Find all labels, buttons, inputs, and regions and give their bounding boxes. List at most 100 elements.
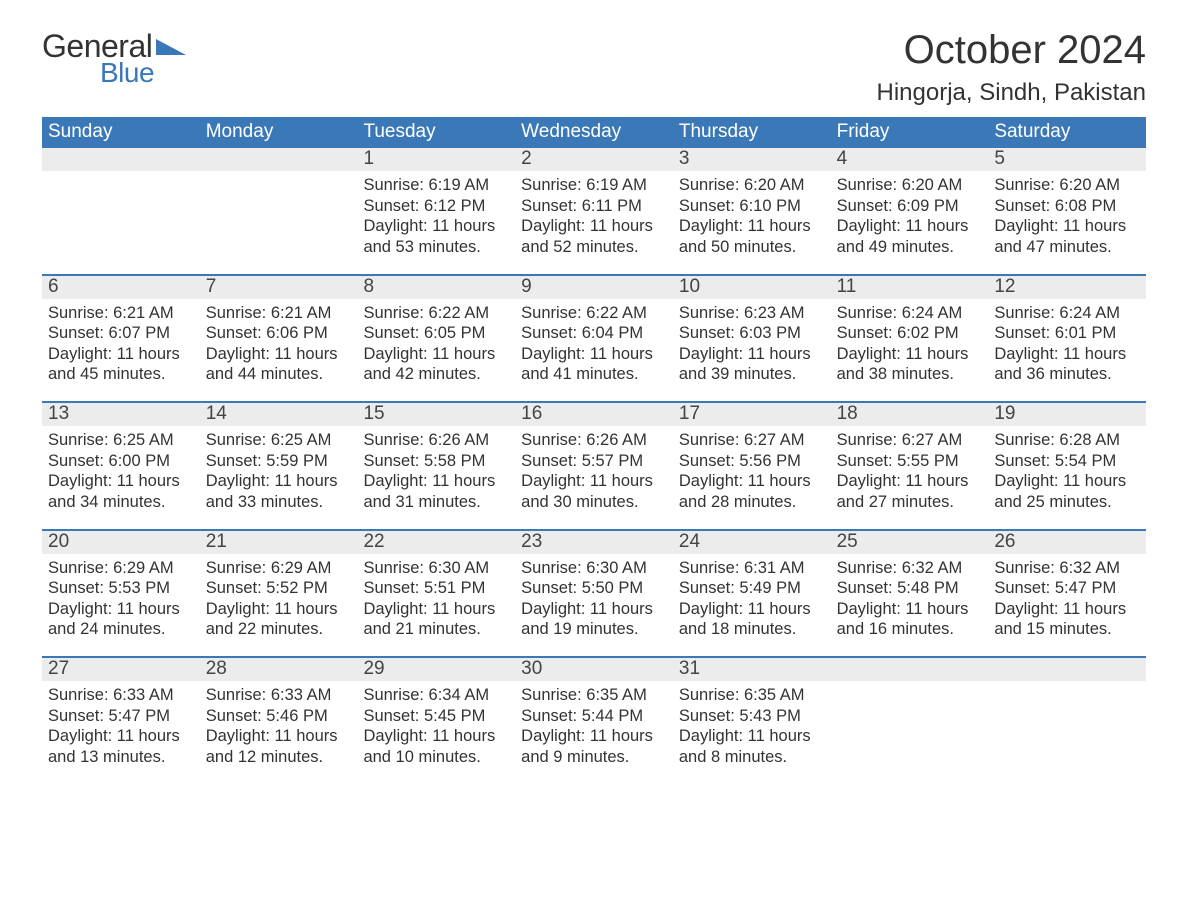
day-number: 4	[831, 148, 989, 171]
day-cell: Sunrise: 6:20 AMSunset: 6:09 PMDaylight:…	[831, 171, 989, 274]
day-cell: Sunrise: 6:25 AMSunset: 5:59 PMDaylight:…	[200, 426, 358, 529]
day-number-row: 13141516171819	[42, 401, 1146, 426]
daylight-text: Daylight: 11 hours and 31 minutes.	[363, 471, 509, 512]
sunset-text: Sunset: 6:01 PM	[994, 323, 1140, 344]
daylight-text: Daylight: 11 hours and 33 minutes.	[206, 471, 352, 512]
sunrise-text: Sunrise: 6:21 AM	[206, 303, 352, 324]
sunset-text: Sunset: 5:48 PM	[837, 578, 983, 599]
sunrise-text: Sunrise: 6:30 AM	[363, 558, 509, 579]
daylight-text: Daylight: 11 hours and 30 minutes.	[521, 471, 667, 512]
sunset-text: Sunset: 6:12 PM	[363, 196, 509, 217]
day-cell: Sunrise: 6:31 AMSunset: 5:49 PMDaylight:…	[673, 554, 831, 657]
sunset-text: Sunset: 5:57 PM	[521, 451, 667, 472]
sunset-text: Sunset: 5:47 PM	[48, 706, 194, 727]
daylight-text: Daylight: 11 hours and 28 minutes.	[679, 471, 825, 512]
sunrise-text: Sunrise: 6:21 AM	[48, 303, 194, 324]
day-cell: Sunrise: 6:26 AMSunset: 5:58 PMDaylight:…	[357, 426, 515, 529]
sunset-text: Sunset: 5:56 PM	[679, 451, 825, 472]
day-number-row: 12345	[42, 148, 1146, 171]
daylight-text: Daylight: 11 hours and 22 minutes.	[206, 599, 352, 640]
day-number-row: 20212223242526	[42, 529, 1146, 554]
sunset-text: Sunset: 6:09 PM	[837, 196, 983, 217]
day-number	[831, 658, 989, 681]
daylight-text: Daylight: 11 hours and 18 minutes.	[679, 599, 825, 640]
weekday-header: Friday	[831, 117, 989, 148]
day-cell: Sunrise: 6:20 AMSunset: 6:08 PMDaylight:…	[988, 171, 1146, 274]
sunrise-text: Sunrise: 6:25 AM	[206, 430, 352, 451]
sunset-text: Sunset: 6:02 PM	[837, 323, 983, 344]
day-cell: Sunrise: 6:23 AMSunset: 6:03 PMDaylight:…	[673, 299, 831, 402]
sunrise-text: Sunrise: 6:27 AM	[679, 430, 825, 451]
sunset-text: Sunset: 6:03 PM	[679, 323, 825, 344]
sunset-text: Sunset: 5:52 PM	[206, 578, 352, 599]
day-number: 30	[515, 658, 673, 681]
day-number: 19	[988, 403, 1146, 426]
day-number: 16	[515, 403, 673, 426]
day-cell: Sunrise: 6:27 AMSunset: 5:55 PMDaylight:…	[831, 426, 989, 529]
day-cell: Sunrise: 6:30 AMSunset: 5:50 PMDaylight:…	[515, 554, 673, 657]
day-number: 28	[200, 658, 358, 681]
day-cell: Sunrise: 6:33 AMSunset: 5:47 PMDaylight:…	[42, 681, 200, 784]
title-block: October 2024 Hingorja, Sindh, Pakistan	[877, 28, 1146, 107]
day-cell: Sunrise: 6:32 AMSunset: 5:48 PMDaylight:…	[831, 554, 989, 657]
day-cell	[988, 681, 1146, 784]
day-number: 10	[673, 276, 831, 299]
sunset-text: Sunset: 6:06 PM	[206, 323, 352, 344]
day-cell: Sunrise: 6:21 AMSunset: 6:06 PMDaylight:…	[200, 299, 358, 402]
daylight-text: Daylight: 11 hours and 9 minutes.	[521, 726, 667, 767]
daylight-text: Daylight: 11 hours and 52 minutes.	[521, 216, 667, 257]
sunrise-text: Sunrise: 6:22 AM	[521, 303, 667, 324]
day-cell: Sunrise: 6:33 AMSunset: 5:46 PMDaylight:…	[200, 681, 358, 784]
daylight-text: Daylight: 11 hours and 39 minutes.	[679, 344, 825, 385]
brand-triangle-icon	[156, 37, 186, 62]
day-number: 31	[673, 658, 831, 681]
daylight-text: Daylight: 11 hours and 19 minutes.	[521, 599, 667, 640]
header: General Blue October 2024 Hingorja, Sind…	[42, 28, 1146, 107]
sunrise-text: Sunrise: 6:24 AM	[837, 303, 983, 324]
sunset-text: Sunset: 6:04 PM	[521, 323, 667, 344]
daylight-text: Daylight: 11 hours and 45 minutes.	[48, 344, 194, 385]
weeks-container: 12345Sunrise: 6:19 AMSunset: 6:12 PMDayl…	[42, 148, 1146, 784]
day-cell: Sunrise: 6:24 AMSunset: 6:01 PMDaylight:…	[988, 299, 1146, 402]
day-number: 3	[673, 148, 831, 171]
daylight-text: Daylight: 11 hours and 42 minutes.	[363, 344, 509, 385]
brand-logo: General Blue	[42, 28, 186, 89]
day-number: 18	[831, 403, 989, 426]
sunrise-text: Sunrise: 6:19 AM	[363, 175, 509, 196]
sunrise-text: Sunrise: 6:26 AM	[363, 430, 509, 451]
sunset-text: Sunset: 5:47 PM	[994, 578, 1140, 599]
day-cell	[42, 171, 200, 274]
day-number: 17	[673, 403, 831, 426]
weekday-header: Thursday	[673, 117, 831, 148]
weekday-header-row: Sunday Monday Tuesday Wednesday Thursday…	[42, 117, 1146, 148]
sunrise-text: Sunrise: 6:22 AM	[363, 303, 509, 324]
daylight-text: Daylight: 11 hours and 21 minutes.	[363, 599, 509, 640]
sunrise-text: Sunrise: 6:19 AM	[521, 175, 667, 196]
sunset-text: Sunset: 5:45 PM	[363, 706, 509, 727]
weekday-header: Sunday	[42, 117, 200, 148]
sunset-text: Sunset: 6:05 PM	[363, 323, 509, 344]
sunrise-text: Sunrise: 6:33 AM	[206, 685, 352, 706]
daylight-text: Daylight: 11 hours and 50 minutes.	[679, 216, 825, 257]
day-cell: Sunrise: 6:21 AMSunset: 6:07 PMDaylight:…	[42, 299, 200, 402]
sunrise-text: Sunrise: 6:20 AM	[994, 175, 1140, 196]
daylight-text: Daylight: 11 hours and 25 minutes.	[994, 471, 1140, 512]
day-number: 23	[515, 531, 673, 554]
daylight-text: Daylight: 11 hours and 13 minutes.	[48, 726, 194, 767]
sunset-text: Sunset: 6:10 PM	[679, 196, 825, 217]
daylight-text: Daylight: 11 hours and 10 minutes.	[363, 726, 509, 767]
day-number: 2	[515, 148, 673, 171]
day-number: 26	[988, 531, 1146, 554]
day-cell: Sunrise: 6:22 AMSunset: 6:05 PMDaylight:…	[357, 299, 515, 402]
day-number-row: 2728293031	[42, 656, 1146, 681]
daylight-text: Daylight: 11 hours and 12 minutes.	[206, 726, 352, 767]
day-number: 11	[831, 276, 989, 299]
sunrise-text: Sunrise: 6:29 AM	[48, 558, 194, 579]
daylight-text: Daylight: 11 hours and 36 minutes.	[994, 344, 1140, 385]
daylight-text: Daylight: 11 hours and 47 minutes.	[994, 216, 1140, 257]
day-body-row: Sunrise: 6:29 AMSunset: 5:53 PMDaylight:…	[42, 554, 1146, 657]
daylight-text: Daylight: 11 hours and 24 minutes.	[48, 599, 194, 640]
day-number: 8	[357, 276, 515, 299]
sunset-text: Sunset: 5:44 PM	[521, 706, 667, 727]
day-cell: Sunrise: 6:29 AMSunset: 5:52 PMDaylight:…	[200, 554, 358, 657]
